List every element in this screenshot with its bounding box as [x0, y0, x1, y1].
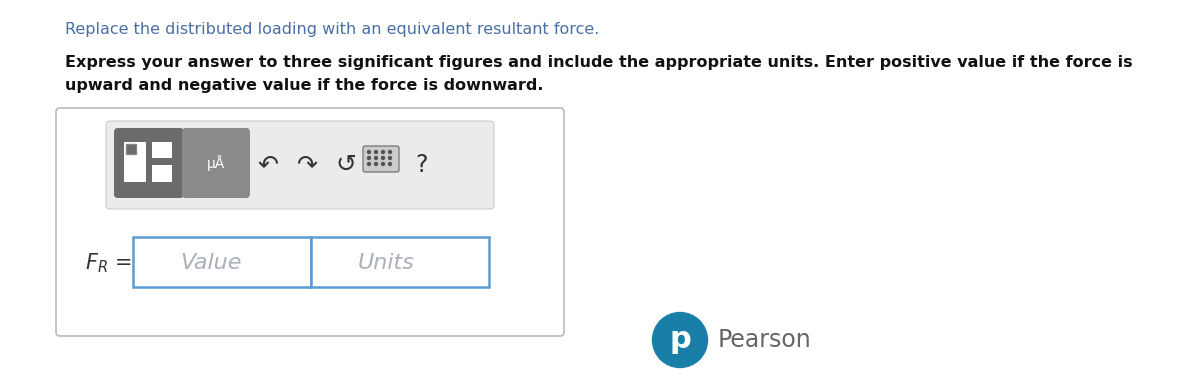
FancyBboxPatch shape — [152, 165, 172, 182]
Circle shape — [389, 157, 391, 160]
Circle shape — [389, 163, 391, 166]
Text: μÅ: μÅ — [206, 155, 226, 171]
FancyBboxPatch shape — [182, 128, 250, 198]
Circle shape — [382, 150, 384, 153]
Circle shape — [374, 150, 378, 153]
FancyBboxPatch shape — [56, 108, 564, 336]
Ellipse shape — [653, 313, 708, 368]
Circle shape — [374, 157, 378, 160]
Text: ?: ? — [415, 153, 428, 177]
Circle shape — [382, 163, 384, 166]
FancyBboxPatch shape — [124, 142, 146, 182]
FancyBboxPatch shape — [152, 142, 172, 158]
Text: Replace the distributed loading with an equivalent resultant force.: Replace the distributed loading with an … — [65, 22, 599, 37]
FancyBboxPatch shape — [106, 121, 494, 209]
Circle shape — [389, 150, 391, 153]
FancyBboxPatch shape — [364, 146, 398, 172]
Circle shape — [367, 163, 371, 166]
Circle shape — [374, 163, 378, 166]
Text: Pearson: Pearson — [718, 328, 811, 352]
Circle shape — [367, 157, 371, 160]
Circle shape — [382, 157, 384, 160]
Text: ↷: ↷ — [296, 153, 318, 177]
FancyBboxPatch shape — [311, 237, 490, 287]
Text: p: p — [670, 326, 691, 354]
Text: Units: Units — [358, 253, 415, 273]
FancyBboxPatch shape — [114, 128, 184, 198]
Text: Express your answer to three significant figures and include the appropriate uni: Express your answer to three significant… — [65, 55, 1133, 70]
Text: upward and negative value if the force is downward.: upward and negative value if the force i… — [65, 78, 544, 93]
Text: ↶: ↶ — [258, 153, 278, 177]
Circle shape — [367, 150, 371, 153]
Text: $F_R$ =: $F_R$ = — [85, 251, 132, 275]
FancyBboxPatch shape — [126, 144, 136, 154]
Text: Value: Value — [180, 253, 241, 273]
FancyBboxPatch shape — [133, 237, 311, 287]
Text: ↺: ↺ — [336, 153, 356, 177]
